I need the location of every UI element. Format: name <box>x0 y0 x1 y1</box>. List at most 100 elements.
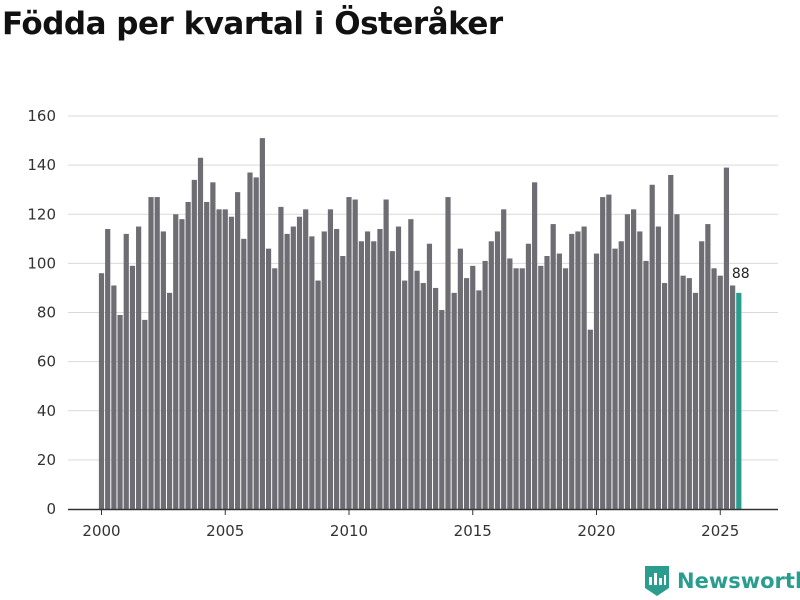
bar <box>129 265 136 509</box>
bar <box>296 216 303 509</box>
bar <box>433 287 439 509</box>
bar <box>501 209 507 509</box>
bar <box>668 174 674 509</box>
bar <box>723 167 730 509</box>
bar <box>692 292 699 509</box>
bar <box>618 241 624 509</box>
bar <box>402 280 408 509</box>
bar <box>699 241 705 509</box>
bar <box>686 278 692 509</box>
x-tick-label: 2015 <box>454 522 492 540</box>
bar <box>482 260 488 509</box>
bar <box>315 280 321 509</box>
bar <box>247 172 253 510</box>
bar <box>259 138 265 510</box>
bar <box>160 231 166 509</box>
bar <box>426 243 433 509</box>
bar <box>340 256 346 509</box>
bar <box>420 283 426 509</box>
bar <box>525 243 532 509</box>
x-tick-label: 2025 <box>701 522 739 540</box>
x-tick-label: 2005 <box>206 522 244 540</box>
bar <box>457 248 463 509</box>
bar <box>105 228 111 510</box>
bar <box>451 292 457 509</box>
bars <box>98 138 742 510</box>
bar <box>637 231 643 509</box>
bar <box>98 273 105 509</box>
bar <box>253 177 259 509</box>
bar <box>136 226 142 509</box>
bar <box>173 214 179 509</box>
bar <box>352 199 358 509</box>
bar <box>674 214 680 509</box>
bar <box>346 197 352 509</box>
bar <box>538 265 544 509</box>
bar <box>395 226 402 509</box>
chart-title: Födda per kvartal i Österåker <box>2 6 503 42</box>
newsworthy-logo-icon <box>645 566 669 596</box>
bar <box>216 209 222 509</box>
bar <box>445 197 451 509</box>
bar <box>624 214 631 509</box>
x-tick-label: 2000 <box>82 522 120 540</box>
bar <box>290 226 296 509</box>
y-tick-label: 0 <box>46 500 56 518</box>
bar <box>241 238 247 509</box>
x-tick-label: 2020 <box>577 522 615 540</box>
bar <box>587 329 593 509</box>
bar <box>612 248 618 509</box>
bar <box>284 233 290 509</box>
bar <box>358 241 364 509</box>
bar <box>166 292 173 509</box>
x-tick-label: 2010 <box>330 522 368 540</box>
bar <box>494 231 501 509</box>
bar <box>197 157 204 509</box>
newsworthy-brand[interactable]: Newsworthy <box>645 566 800 596</box>
bar <box>736 292 742 509</box>
bar <box>303 209 309 509</box>
bar <box>265 248 272 509</box>
y-tick-label: 40 <box>37 402 56 420</box>
y-tick-label: 160 <box>27 107 56 125</box>
bar <box>414 270 420 509</box>
last-value-label: 88 <box>732 266 750 282</box>
bar <box>470 265 476 509</box>
bar <box>123 233 129 509</box>
bar <box>278 206 284 509</box>
bar <box>235 192 241 509</box>
bar <box>575 231 581 509</box>
bar <box>649 184 655 509</box>
bar <box>581 226 587 509</box>
bar <box>606 194 612 509</box>
bar <box>680 275 686 509</box>
bar <box>705 224 711 509</box>
bar <box>179 219 185 509</box>
bar <box>185 201 191 509</box>
bar <box>730 285 736 509</box>
bar <box>309 236 315 510</box>
bar <box>532 182 538 509</box>
bar <box>544 256 550 509</box>
bar <box>204 201 210 509</box>
bar <box>191 179 197 510</box>
bar <box>593 253 600 509</box>
bar <box>631 209 637 509</box>
y-tick-label: 140 <box>27 156 56 174</box>
y-tick-label: 100 <box>27 254 56 272</box>
y-tick-label: 120 <box>27 205 56 223</box>
bar <box>556 253 562 509</box>
bar <box>476 290 482 509</box>
brand-name: Newsworthy <box>677 569 800 593</box>
bar <box>364 231 371 509</box>
bar <box>717 275 723 509</box>
bar <box>507 258 513 509</box>
bar <box>111 285 117 509</box>
bar <box>321 231 327 509</box>
bar <box>711 268 717 509</box>
bar <box>550 224 556 509</box>
bar <box>327 209 334 509</box>
bar <box>519 268 525 509</box>
bar <box>389 251 395 509</box>
bar <box>408 219 414 509</box>
